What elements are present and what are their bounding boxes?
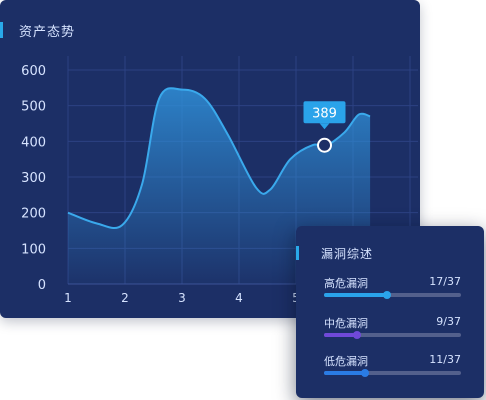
series-area bbox=[68, 88, 371, 284]
vuln-count-medium: 9/37 bbox=[436, 315, 461, 328]
vuln-progress-knob-high bbox=[382, 291, 391, 299]
tooltip-value: 389 bbox=[312, 106, 337, 121]
vuln-progress-knob-low bbox=[360, 369, 369, 377]
series-line bbox=[67, 87, 371, 230]
vulnerability-title-accent-bar bbox=[296, 246, 299, 260]
y-tick-label: 400 bbox=[21, 135, 46, 150]
x-tick-label: 1 bbox=[64, 291, 72, 305]
y-tick-label: 100 bbox=[21, 242, 46, 257]
vuln-progress-track-high bbox=[324, 291, 461, 299]
vuln-row-high: 高危漏洞 17/37 bbox=[324, 275, 461, 301]
vuln-progress-track-low bbox=[324, 369, 461, 377]
vuln-label-high: 高危漏洞 bbox=[324, 277, 368, 290]
title-accent-bar bbox=[0, 22, 3, 38]
vulnerability-summary-card: 漏洞综述 高危漏洞 17/37 中危漏洞 9/37 低危漏洞 11/37 bbox=[296, 226, 484, 398]
asset-situation-chart: 010020030040050060012345389 bbox=[21, 56, 418, 305]
vuln-row-low: 低危漏洞 11/37 bbox=[324, 353, 461, 379]
vuln-progress-fill-medium bbox=[324, 333, 358, 337]
y-tick-label: 500 bbox=[21, 100, 46, 115]
tooltip-box bbox=[303, 101, 346, 124]
x-tick-label: 2 bbox=[121, 291, 129, 305]
y-tick-label: 600 bbox=[21, 64, 46, 79]
vuln-count-high: 17/37 bbox=[429, 275, 461, 288]
vulnerability-summary-title: 漏洞综述 bbox=[321, 246, 374, 261]
y-tick-label: 300 bbox=[21, 171, 46, 186]
y-tick-label: 0 bbox=[38, 278, 46, 293]
vuln-label-medium: 中危漏洞 bbox=[324, 317, 368, 330]
vuln-label-low: 低危漏洞 bbox=[324, 355, 368, 368]
vuln-progress-track-medium bbox=[324, 331, 461, 339]
highlight-point bbox=[317, 137, 332, 153]
vuln-count-low: 11/37 bbox=[429, 353, 461, 366]
y-tick-label: 200 bbox=[21, 207, 46, 222]
vuln-progress-knob-medium bbox=[353, 331, 362, 339]
vuln-progress-fill-low bbox=[324, 371, 365, 375]
vuln-row-medium: 中危漏洞 9/37 bbox=[324, 315, 461, 341]
tooltip-pointer bbox=[319, 123, 330, 130]
vulnerability-summary-header: 漏洞综述 bbox=[296, 244, 373, 262]
asset-situation-title: 资产态势 bbox=[19, 24, 76, 40]
x-tick-label: 4 bbox=[235, 291, 243, 305]
x-tick-label: 3 bbox=[178, 291, 186, 305]
asset-situation-header: 资产态势 bbox=[0, 20, 75, 40]
vuln-progress-fill-high bbox=[324, 293, 387, 297]
asset-situation-card: 资产态势 010020030040050060012345389 bbox=[0, 0, 420, 318]
